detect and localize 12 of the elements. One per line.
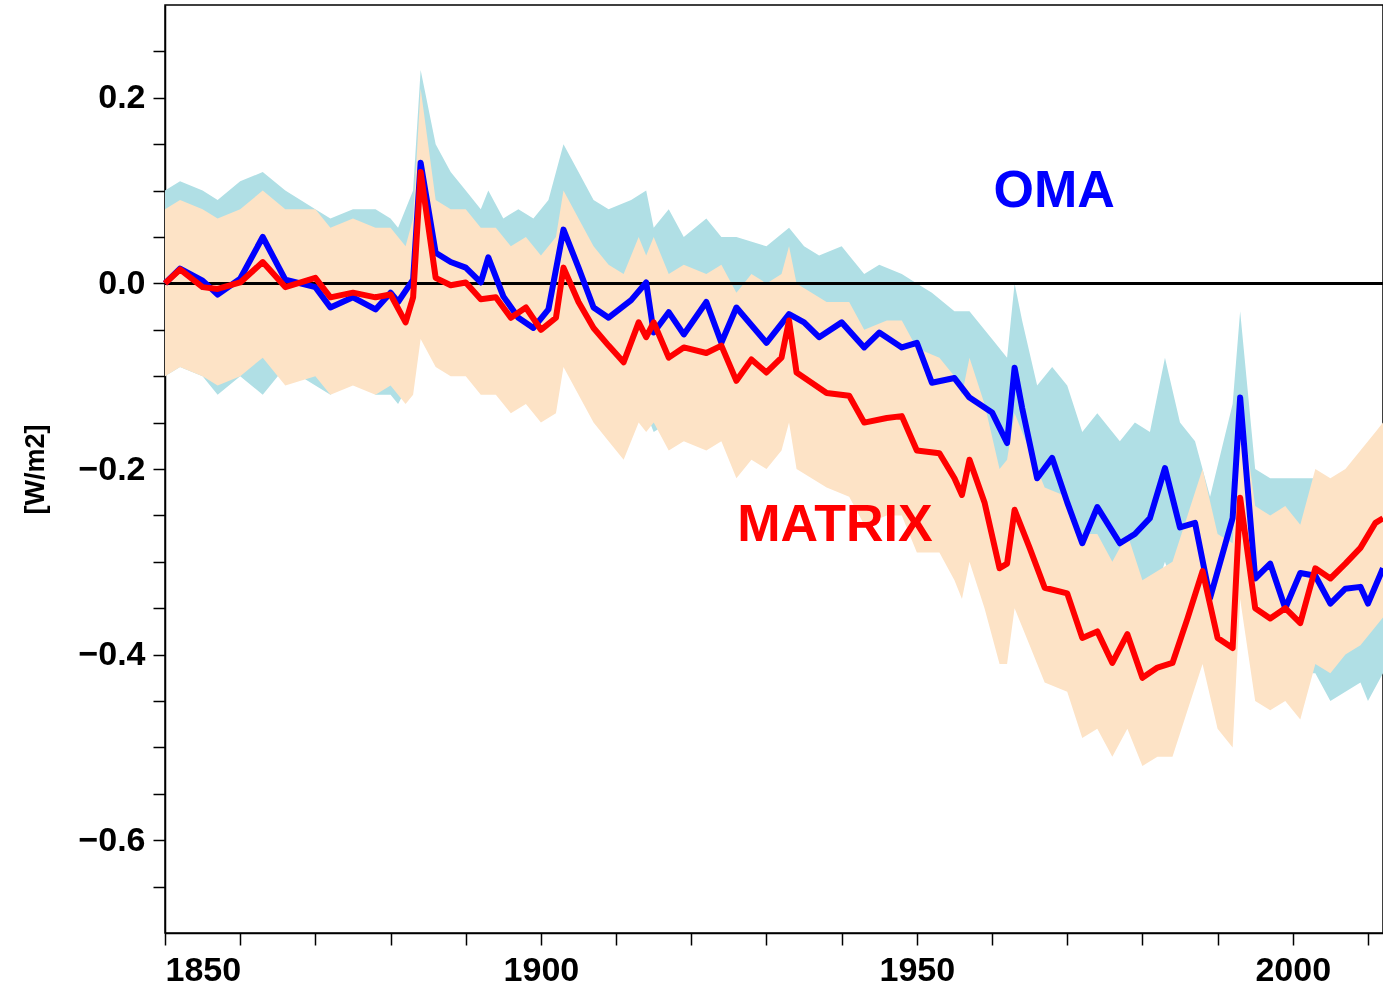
y-tick-label: −0.4 [78, 634, 146, 673]
series-label: MATRIX [737, 493, 933, 552]
x-tick-label: 1850 [165, 949, 242, 988]
x-tick-label: 1950 [879, 949, 956, 988]
y-axis-title: [W/m2] [20, 424, 51, 515]
x-tick-label: 1900 [503, 949, 580, 988]
y-tick-label: 0.0 [98, 262, 146, 301]
y-tick-label: −0.2 [78, 448, 146, 487]
y-tick-label: 0.2 [98, 77, 146, 116]
x-tick-label: 2000 [1255, 949, 1332, 988]
text: OMA [993, 159, 1115, 218]
y-tick-label: −0.6 [78, 819, 146, 858]
